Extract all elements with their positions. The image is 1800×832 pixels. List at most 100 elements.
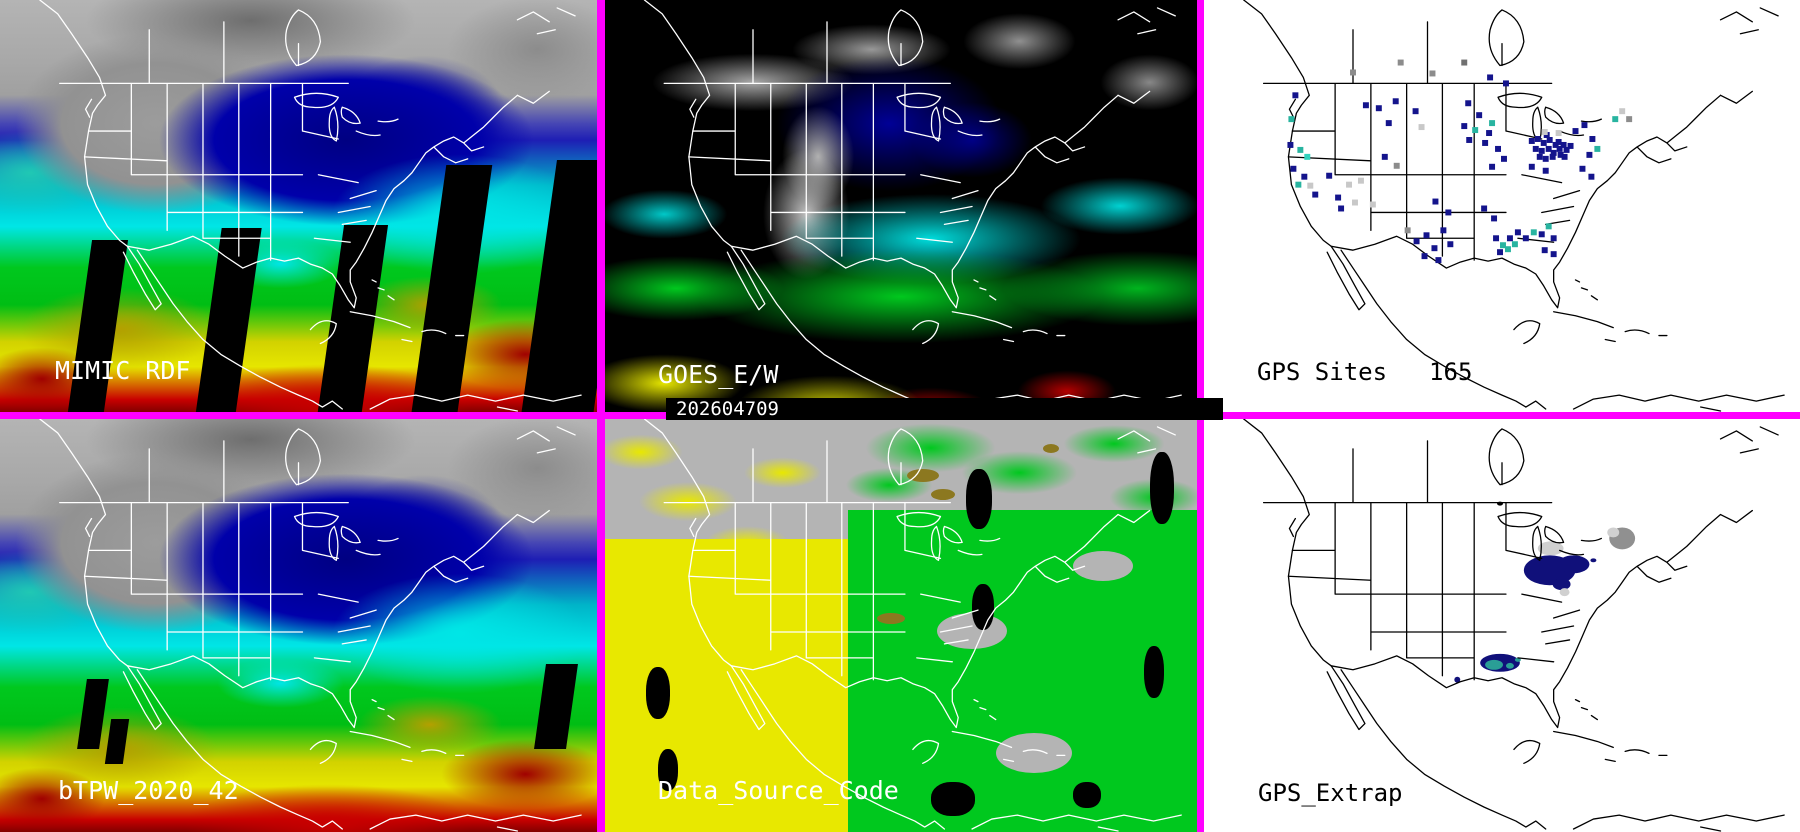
gps-extrap-blob bbox=[1514, 657, 1521, 662]
goes-east-coverage-region bbox=[847, 509, 1197, 832]
gps-site-dot bbox=[1369, 201, 1376, 208]
gps-site-dot bbox=[1476, 112, 1483, 119]
gps-site-dot bbox=[1550, 149, 1557, 156]
gps-site-dot bbox=[1511, 241, 1518, 248]
gps-site-dot bbox=[1550, 251, 1557, 258]
timestamp-text: 202604709 bbox=[676, 398, 779, 420]
panel-goes-ew: GOES_E/W bbox=[605, 0, 1197, 412]
gps-site-dot bbox=[1435, 257, 1442, 264]
goes-satellite-imagery bbox=[605, 0, 1197, 412]
black-patch bbox=[1143, 646, 1164, 699]
map-outline bbox=[39, 0, 582, 412]
gps-extrap-blob bbox=[1454, 676, 1461, 683]
gps-site-dots bbox=[1287, 59, 1633, 264]
gps-site-dot bbox=[1497, 249, 1503, 256]
black-patch bbox=[646, 666, 671, 719]
gps-site-dot bbox=[1418, 124, 1425, 131]
gps-site-dot bbox=[1357, 177, 1364, 184]
no-data-hole bbox=[1072, 551, 1133, 582]
gps-site-dot bbox=[1481, 205, 1488, 212]
gps-site-dot bbox=[1528, 137, 1535, 144]
gps-site-dot bbox=[1421, 253, 1428, 260]
gps-site-dot bbox=[1393, 162, 1400, 169]
gps-site-dot bbox=[1549, 153, 1556, 160]
gps-site-dot bbox=[1534, 136, 1541, 142]
gps-site-dot bbox=[1472, 127, 1479, 134]
gps-site-dot bbox=[1560, 141, 1567, 148]
gps-site-dot bbox=[1561, 153, 1568, 160]
gps-site-dot bbox=[1431, 245, 1438, 252]
gps-site-dot bbox=[1543, 132, 1550, 138]
gps-site-dot bbox=[1288, 116, 1295, 123]
black-patch bbox=[930, 782, 975, 817]
panel-btpw: bTPW_2020_42 bbox=[0, 419, 597, 832]
goes-west-coverage-region bbox=[605, 538, 848, 832]
black-patch bbox=[658, 749, 679, 792]
gps-site-dot bbox=[1588, 173, 1595, 180]
gps-site-dot bbox=[1545, 223, 1552, 230]
gps-site-dot bbox=[1432, 198, 1439, 205]
black-patch bbox=[1149, 452, 1174, 525]
gps-site-dot bbox=[1423, 232, 1430, 239]
brown-patch bbox=[1043, 443, 1060, 453]
gps-site-dot bbox=[1594, 145, 1601, 152]
gps-site-dot bbox=[1312, 191, 1319, 198]
gps-site-dot bbox=[1536, 153, 1543, 160]
gps-site-dot bbox=[1489, 120, 1496, 127]
gps-site-dot bbox=[1412, 108, 1419, 115]
gps-site-dot bbox=[1502, 80, 1509, 87]
gps-site-dot bbox=[1440, 227, 1447, 234]
gps-site-dot bbox=[1626, 116, 1633, 123]
gps-site-dot bbox=[1326, 172, 1333, 179]
gps-site-dot bbox=[1522, 235, 1529, 242]
brown-patch bbox=[930, 489, 955, 501]
gps-site-dot bbox=[1338, 205, 1345, 212]
gps-extrap-blob bbox=[1505, 662, 1514, 669]
gps-site-dot bbox=[1295, 181, 1302, 188]
gps-site-dot bbox=[1445, 209, 1452, 216]
map-outline bbox=[39, 419, 582, 832]
brown-patch bbox=[877, 613, 906, 625]
data-source-code-label: Data_Source_Code bbox=[658, 776, 899, 805]
gps-extrap-blob bbox=[1559, 588, 1570, 597]
gps-extrap-blob bbox=[1607, 527, 1620, 538]
gps-sites-count: 165 bbox=[1429, 358, 1473, 386]
gps-extrap-blob bbox=[1485, 659, 1503, 670]
mimic-rdf-label: MIMIC RDF bbox=[55, 356, 191, 385]
panel-gps-sites: GPS Sites 165 bbox=[1204, 0, 1800, 412]
gps-site-dot bbox=[1287, 141, 1294, 148]
gps-site-dot bbox=[1541, 247, 1548, 254]
gps-site-dot bbox=[1297, 146, 1304, 153]
gps-site-dot bbox=[1487, 74, 1494, 81]
gps-site-dot bbox=[1375, 105, 1382, 112]
gps-site-dot bbox=[1532, 145, 1539, 152]
gps-site-dot bbox=[1304, 153, 1311, 160]
gps-site-dot bbox=[1381, 153, 1388, 160]
gps-site-dot bbox=[1586, 151, 1593, 158]
gps-site-dot bbox=[1482, 139, 1489, 146]
gps-site-dot bbox=[1397, 59, 1404, 66]
gps-site-dot bbox=[1493, 235, 1500, 242]
gps-site-dot bbox=[1392, 98, 1399, 105]
gps-site-dot bbox=[1550, 235, 1557, 242]
gps-site-dot bbox=[1500, 242, 1506, 249]
gps-site-dot bbox=[1530, 229, 1537, 236]
gps-site-dot bbox=[1413, 238, 1420, 245]
gps-site-dot bbox=[1350, 69, 1356, 76]
gps-site-dot bbox=[1538, 147, 1545, 154]
goes-ew-label: GOES_E/W bbox=[658, 360, 779, 389]
gps-site-dot bbox=[1447, 241, 1454, 248]
gps-site-dot bbox=[1491, 215, 1498, 222]
gps-site-dot bbox=[1290, 165, 1297, 172]
gps-site-dot bbox=[1466, 137, 1473, 143]
gps-site-dot bbox=[1461, 123, 1468, 130]
gps-sites-label: GPS Sites 165 bbox=[1257, 358, 1472, 386]
no-data-hole bbox=[995, 732, 1072, 773]
map-outline bbox=[643, 0, 1182, 412]
gps-extrap-blob bbox=[1537, 541, 1564, 556]
gps-site-dot bbox=[1540, 139, 1547, 146]
gps-site-dot bbox=[1579, 165, 1586, 172]
gps-site-dot bbox=[1567, 142, 1574, 149]
gps-site-dot bbox=[1619, 108, 1626, 115]
gps-site-dot bbox=[1556, 145, 1563, 152]
